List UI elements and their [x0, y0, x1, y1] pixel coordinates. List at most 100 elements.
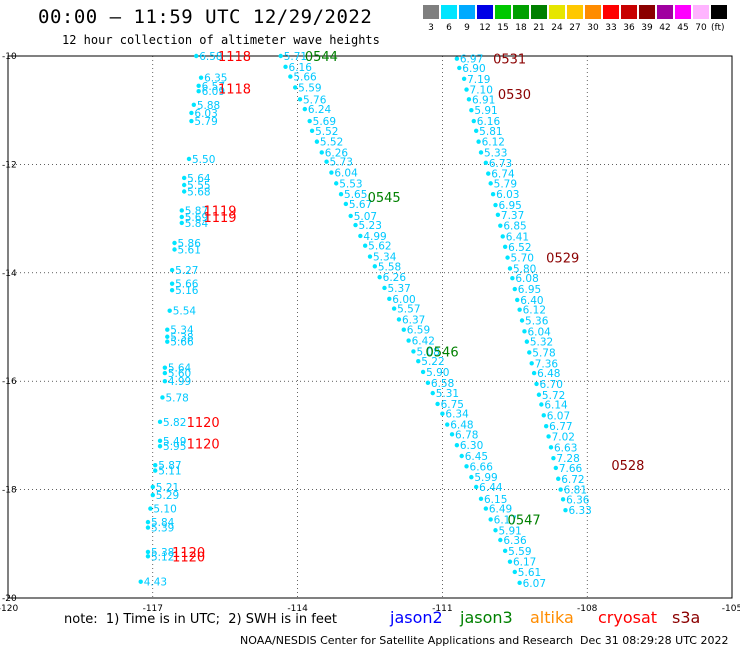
- track-dot: [459, 453, 464, 459]
- track-dot: [546, 434, 551, 439]
- chart-subtitle: 12 hour collection of altimeter wave hei…: [62, 33, 380, 47]
- swh-value-label: 5.69: [313, 116, 336, 128]
- pass-time-label: 0530: [498, 88, 531, 103]
- swh-value-label: 5.52: [315, 126, 338, 138]
- track-dot: [466, 97, 472, 102]
- color-scale-swatch: [657, 5, 673, 19]
- legend-item-jason3: jason3: [460, 608, 513, 627]
- swh-value-label: 5.84: [151, 517, 175, 529]
- swh-value-label: 5.58: [378, 261, 401, 273]
- swh-value-label: 5.67: [349, 199, 372, 211]
- swh-value-label: 6.04: [527, 326, 551, 338]
- swh-value-label: 7.10: [470, 85, 493, 97]
- color-scale-label: 12: [479, 23, 491, 33]
- swh-value-label: 6.34: [445, 409, 469, 421]
- timestamp-text: Dec 31 08:29:28 UTC 2022: [580, 634, 729, 647]
- track-dot: [169, 267, 175, 273]
- swh-value-label: 5.31: [436, 388, 459, 400]
- swh-value-label: 5.64: [187, 173, 211, 185]
- track-dot: [457, 65, 462, 71]
- track-dot: [512, 569, 517, 575]
- track-dot: [387, 296, 392, 302]
- color-scale-swatch: [585, 5, 601, 19]
- swh-value-label: 6.52: [508, 242, 531, 254]
- credit-text: NOAA/NESDIS Center for Satellite Applica…: [240, 634, 574, 647]
- swh-value-label: 6.81: [564, 485, 587, 497]
- color-scale-swatch: [603, 5, 619, 19]
- swh-value-label: 5.29: [156, 490, 179, 502]
- track-dot: [367, 254, 373, 259]
- track-dot: [179, 208, 184, 213]
- swh-value-label: 5.84: [185, 218, 209, 230]
- pass-time-label: 0545: [368, 191, 401, 206]
- track-dot: [425, 380, 431, 386]
- swh-value-label: 6.12: [523, 305, 546, 317]
- track-dot: [302, 106, 308, 112]
- track-dot: [531, 370, 537, 376]
- value-labels: 6.586.356.576.095.886.035.795.505.645.55…: [144, 51, 592, 590]
- track-dot: [165, 334, 170, 339]
- swh-value-label: 6.45: [465, 451, 488, 463]
- track-dot: [445, 422, 450, 427]
- swh-value-label: 5.79: [494, 178, 517, 190]
- track-dot: [145, 525, 151, 530]
- color-scale-label: 18: [515, 23, 527, 33]
- track-dot: [189, 110, 194, 116]
- track-dot: [539, 402, 544, 407]
- swh-value-label: 4.99: [168, 376, 191, 388]
- track-dot: [189, 118, 194, 124]
- track-dot: [478, 496, 484, 502]
- track-dot: [138, 579, 143, 584]
- track-dot: [343, 201, 349, 207]
- pass-time-label: 1119: [203, 211, 236, 226]
- swh-value-label: 5.32: [530, 337, 553, 349]
- swh-value-label: 5.11: [158, 466, 181, 478]
- swh-value-label: 6.07: [523, 578, 546, 590]
- track-dot: [160, 395, 165, 400]
- color-scale-label: 15: [497, 23, 509, 33]
- swh-value-label: 6.78: [455, 429, 478, 441]
- track-dot: [283, 64, 288, 70]
- swh-value-label: 6.59: [407, 325, 430, 337]
- swh-value-label: 5.39: [151, 523, 174, 535]
- color-scale-swatch: [675, 5, 691, 19]
- track-dot: [490, 192, 496, 197]
- track-dot: [464, 464, 469, 469]
- swh-value-label: 6.72: [561, 474, 584, 486]
- legend-item-cryosat: cryosat: [598, 608, 658, 627]
- track-dot: [522, 329, 527, 334]
- swh-value-label: 5.79: [194, 116, 217, 128]
- swh-value-label: 6.15: [484, 494, 507, 506]
- color-scale-swatch: [549, 5, 565, 19]
- swh-value-label: 5.08: [416, 346, 439, 358]
- track-dot: [181, 189, 187, 194]
- track-dot: [541, 413, 546, 418]
- swh-value-label: 5.21: [156, 482, 179, 494]
- track-dot: [165, 339, 170, 344]
- swh-value-label: 6.26: [383, 272, 407, 284]
- swh-value-label: 5.27: [175, 265, 198, 277]
- swh-value-label: 5.68: [187, 187, 210, 199]
- swh-value-label: 6.77: [549, 421, 572, 433]
- swh-value-label: 6.30: [460, 440, 483, 452]
- track-dot: [297, 97, 303, 102]
- swh-value-label: 7.19: [467, 74, 490, 86]
- swh-value-label: 7.28: [556, 453, 579, 465]
- track-dot: [165, 327, 170, 332]
- track-dot: [157, 419, 163, 425]
- track-dot: [319, 150, 324, 155]
- swh-value-label: 7.66: [559, 463, 583, 475]
- color-scale-swatch: [423, 5, 439, 19]
- swh-value-label: 5.99: [474, 472, 497, 484]
- track-dot: [486, 171, 491, 176]
- swh-value-label: 6.12: [482, 137, 505, 149]
- track-dot: [430, 390, 435, 396]
- swh-value-label: 5.76: [303, 94, 327, 106]
- track-dot: [483, 160, 489, 165]
- swh-value-label: 5.38: [151, 547, 174, 559]
- swh-value-label: 6.35: [204, 73, 227, 85]
- grid-lines: [8, 56, 732, 598]
- swh-value-label: 6.41: [506, 231, 529, 243]
- track-dot: [510, 276, 515, 281]
- swh-value-label: 5.55: [187, 180, 210, 192]
